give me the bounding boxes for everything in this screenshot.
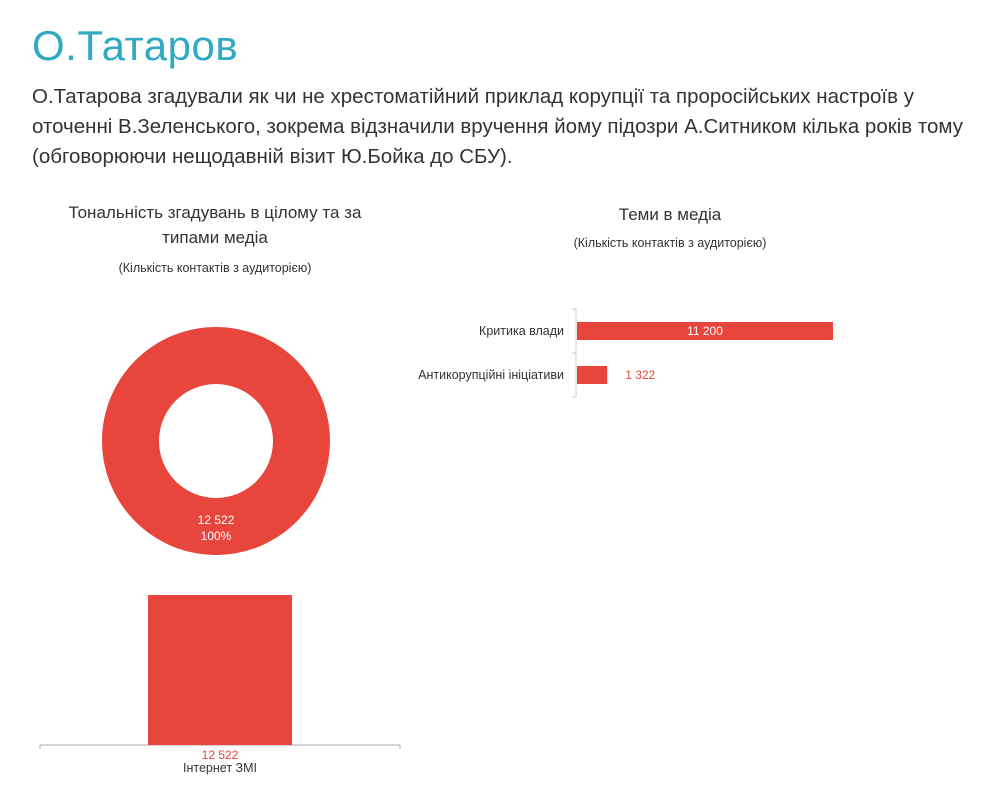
bar-anticorruption-initiatives: [577, 366, 608, 384]
page-description: О.Татарова згадували як чи не хрестоматі…: [32, 85, 963, 168]
page-title: О.Татаров: [32, 22, 239, 69]
bar-value-label: 11 200: [687, 324, 723, 338]
bar-internet-media: [148, 595, 292, 745]
topics-chart-subtitle: (Кількість контактів з аудиторією): [573, 236, 767, 250]
bar-value-label: 1 322: [625, 368, 655, 382]
topics-chart-title: Теми в медіа: [618, 205, 722, 224]
category-label: Критика влади: [479, 324, 564, 338]
donut-slice-percent-label: 100%: [201, 529, 232, 543]
donut-slice-value-label: 12 522: [198, 513, 235, 527]
donut-chart: 12 522 100%: [102, 327, 330, 555]
category-label: Антикорупційні ініціативи: [418, 368, 564, 382]
category-label: Інтернет ЗМІ: [183, 761, 257, 775]
bar-value-label: 12 522: [202, 748, 239, 762]
topics-bar-chart: Критика влади 11 200 Антикорупційні ініціа…: [418, 308, 833, 398]
donut-chart-subtitle: (Кількість контактів з аудиторією): [118, 261, 312, 275]
bar-criticism-of-authorities: [577, 322, 833, 340]
donut-slice: [102, 327, 330, 555]
donut-chart-title: Тональність згадувань в цілому та за тип…: [68, 203, 362, 247]
